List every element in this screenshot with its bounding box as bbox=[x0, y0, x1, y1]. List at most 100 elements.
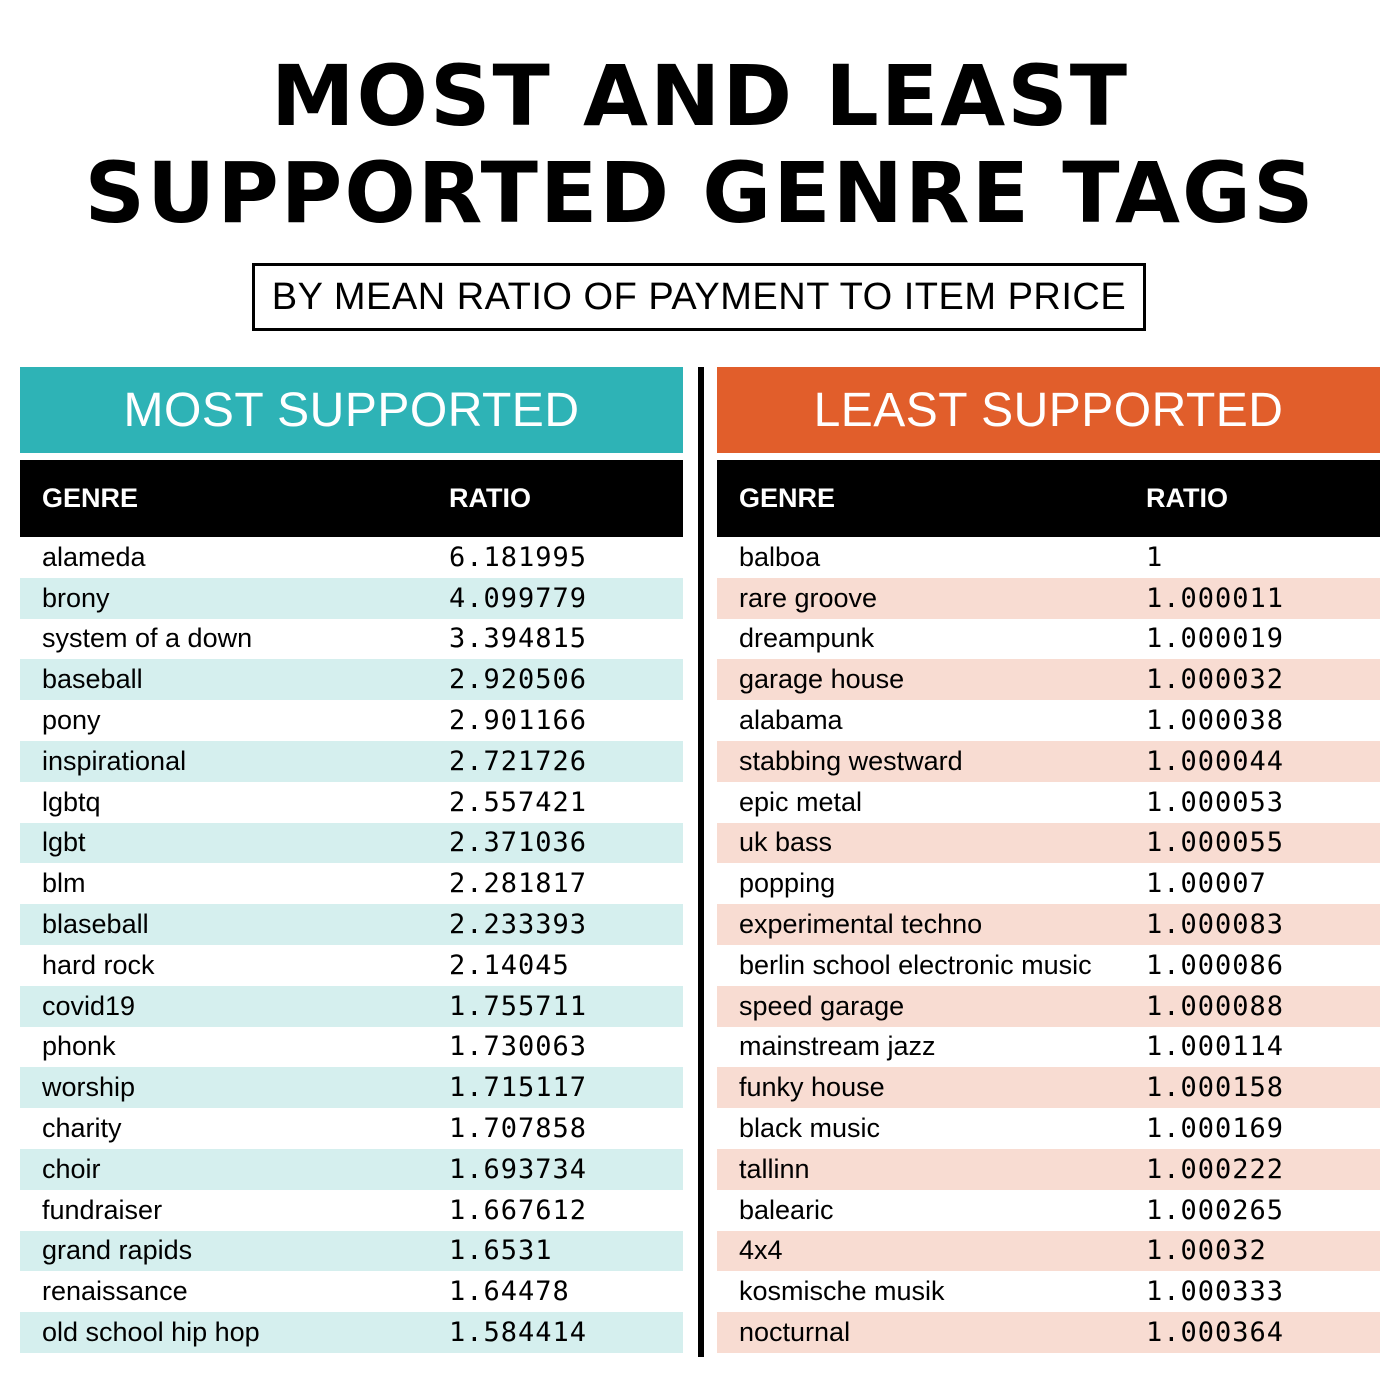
table-row: experimental techno 1.000083 bbox=[717, 904, 1380, 945]
ratio-cell: 1.000044 bbox=[1146, 745, 1285, 777]
genre-cell: grand rapids bbox=[42, 1235, 193, 1266]
page-title: MOST AND LEAST SUPPORTED GENRE TAGS bbox=[0, 48, 1400, 242]
table-row: berlin school electronic music 1.000086 bbox=[717, 945, 1380, 986]
ratio-cell: 1.000158 bbox=[1146, 1072, 1285, 1104]
least-supported-panel: LEAST SUPPORTED GENRE RATIO balboa 1 rare … bbox=[717, 367, 1380, 1353]
genre-cell: hard rock bbox=[42, 949, 155, 980]
ratio-cell: 2.371036 bbox=[449, 827, 588, 859]
genre-cell: dreampunk bbox=[739, 623, 875, 654]
ratio-cell: 6.181995 bbox=[449, 541, 588, 573]
ratio-cell: 1.000265 bbox=[1146, 1194, 1285, 1226]
table-row: inspirational 2.721726 bbox=[20, 740, 683, 782]
title-line-2: SUPPORTED GENRE TAGS bbox=[84, 144, 1316, 242]
table-row: popping 1.00007 bbox=[717, 863, 1380, 904]
table-row: alameda 6.181995 bbox=[20, 537, 683, 578]
ratio-cell: 2.901166 bbox=[449, 705, 588, 737]
table-row: uk bass 1.000055 bbox=[717, 822, 1380, 864]
genre-cell: epic metal bbox=[739, 786, 863, 817]
genre-cell: covid19 bbox=[42, 990, 136, 1021]
table-row: blaseball 2.233393 bbox=[20, 904, 683, 945]
subtitle: BY MEAN RATIO OF PAYMENT TO ITEM PRICE bbox=[271, 275, 1127, 318]
genre-cell: lgbt bbox=[42, 827, 86, 858]
ratio-cell: 1.000364 bbox=[1146, 1317, 1285, 1349]
genre-cell: garage house bbox=[739, 664, 905, 695]
ratio-cell: 1.000333 bbox=[1146, 1276, 1285, 1308]
table-row: lgbt 2.371036 bbox=[20, 822, 683, 864]
genre-cell: lgbtq bbox=[42, 786, 101, 817]
genre-cell: popping bbox=[739, 868, 836, 899]
ratio-cell: 2.920506 bbox=[449, 664, 588, 696]
most-table-body: alameda 6.181995 brony 4.099779 system of a … bbox=[20, 537, 683, 1353]
table-row: speed garage 1.000088 bbox=[717, 985, 1380, 1027]
ratio-cell: 1.000011 bbox=[1146, 582, 1285, 614]
table-row: dreampunk 1.000019 bbox=[717, 619, 1380, 660]
least-table-body: balboa 1 rare groove 1.000011 dreampunk 1.000… bbox=[717, 537, 1380, 1353]
ratio-cell: 1.584414 bbox=[449, 1317, 588, 1349]
table-row: funky house 1.000158 bbox=[717, 1067, 1380, 1109]
genre-cell: old school hip hop bbox=[42, 1317, 260, 1348]
table-row: worship 1.715117 bbox=[20, 1067, 683, 1109]
genre-cell: alameda bbox=[42, 541, 146, 572]
ratio-cell: 1.00007 bbox=[1146, 868, 1267, 900]
table-row: stabbing westward 1.000044 bbox=[717, 740, 1380, 782]
most-column-headers: GENRE RATIO bbox=[20, 460, 683, 537]
ratio-cell: 1.755711 bbox=[449, 990, 588, 1022]
table-row: lgbtq 2.557421 bbox=[20, 782, 683, 823]
genre-cell: nocturnal bbox=[739, 1317, 851, 1348]
table-row: pony 2.901166 bbox=[20, 700, 683, 741]
genre-cell: speed garage bbox=[739, 990, 905, 1021]
table-row: black music 1.000169 bbox=[717, 1108, 1380, 1149]
genre-cell: alabama bbox=[739, 705, 843, 736]
genre-cell: balboa bbox=[739, 541, 821, 572]
genre-cell: kosmische musik bbox=[739, 1276, 945, 1307]
ratio-cell: 2.281817 bbox=[449, 868, 588, 900]
table-row: system of a down 3.394815 bbox=[20, 619, 683, 660]
genre-cell: 4x4 bbox=[739, 1235, 783, 1266]
table-row: covid19 1.755711 bbox=[20, 985, 683, 1027]
ratio-cell: 1.000032 bbox=[1146, 664, 1285, 696]
table-row: fundraiser 1.667612 bbox=[20, 1190, 683, 1231]
ratio-cell: 1.000019 bbox=[1146, 623, 1285, 655]
least-column-headers: GENRE RATIO bbox=[717, 460, 1380, 537]
table-row: choir 1.693734 bbox=[20, 1148, 683, 1190]
table-row: rare groove 1.000011 bbox=[717, 577, 1380, 619]
genre-cell: experimental techno bbox=[739, 909, 983, 940]
table-row: alabama 1.000038 bbox=[717, 700, 1380, 741]
ratio-cell: 1.707858 bbox=[449, 1113, 588, 1145]
ratio-cell: 1.000088 bbox=[1146, 990, 1285, 1022]
table-row: old school hip hop 1.584414 bbox=[20, 1312, 683, 1353]
least-genre-column-header: GENRE bbox=[739, 483, 836, 513]
table-row: 4x4 1.00032 bbox=[717, 1230, 1380, 1272]
table-row: tallinn 1.000222 bbox=[717, 1148, 1380, 1190]
ratio-cell: 2.233393 bbox=[449, 909, 588, 941]
ratio-cell: 1.730063 bbox=[449, 1031, 588, 1063]
table-row: nocturnal 1.000364 bbox=[717, 1312, 1380, 1353]
table-row: renaissance 1.64478 bbox=[20, 1271, 683, 1312]
table-row: grand rapids 1.6531 bbox=[20, 1230, 683, 1272]
table-row: phonk 1.730063 bbox=[20, 1027, 683, 1068]
genre-cell: tallinn bbox=[739, 1153, 810, 1184]
table-row: baseball 2.920506 bbox=[20, 659, 683, 701]
genre-cell: inspirational bbox=[42, 745, 187, 776]
ratio-cell: 2.14045 bbox=[449, 949, 570, 981]
genre-cell: rare groove bbox=[739, 582, 878, 613]
table-row: mainstream jazz 1.000114 bbox=[717, 1027, 1380, 1068]
genre-cell: brony bbox=[42, 582, 110, 613]
ratio-cell: 1.00032 bbox=[1146, 1235, 1267, 1267]
table-row: garage house 1.000032 bbox=[717, 659, 1380, 701]
genre-cell: berlin school electronic music bbox=[739, 949, 1092, 980]
ratio-cell: 2.557421 bbox=[449, 786, 588, 818]
genre-cell: worship bbox=[42, 1072, 136, 1103]
genre-cell: choir bbox=[42, 1153, 101, 1184]
genre-cell: funky house bbox=[739, 1072, 885, 1103]
genre-cell: uk bass bbox=[739, 827, 833, 858]
least-ratio-column-header: RATIO bbox=[1146, 483, 1228, 513]
most-genre-column-header: GENRE bbox=[42, 483, 139, 513]
genre-cell: baseball bbox=[42, 664, 143, 695]
ratio-cell: 1.000222 bbox=[1146, 1153, 1285, 1185]
ratio-cell: 1.000038 bbox=[1146, 705, 1285, 737]
genre-cell: blaseball bbox=[42, 909, 149, 940]
genre-cell: charity bbox=[42, 1113, 122, 1144]
genre-cell: fundraiser bbox=[42, 1194, 163, 1225]
least-supported-header: LEAST SUPPORTED bbox=[717, 367, 1380, 453]
